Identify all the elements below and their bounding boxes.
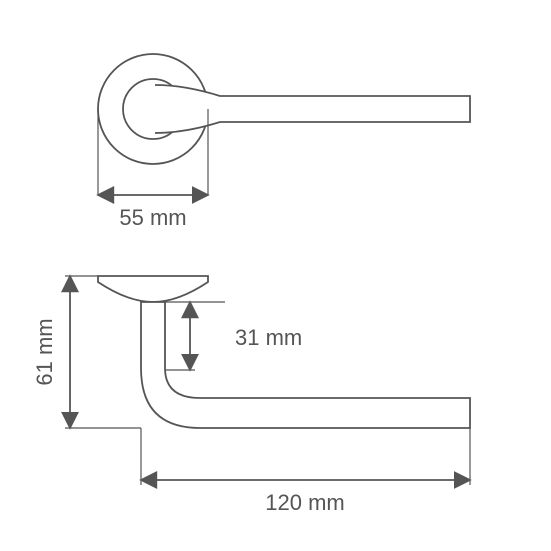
- dim-55mm-label: 55 mm: [119, 205, 186, 230]
- dim-61mm: 61 mm: [32, 276, 141, 428]
- rose-plate-side: [98, 276, 208, 302]
- dim-120mm-label: 120 mm: [265, 490, 344, 515]
- dim-120mm: 120 mm: [141, 428, 470, 515]
- lever-top-outline: [155, 85, 470, 133]
- dim-31mm-label: 31 mm: [235, 325, 302, 350]
- dim-61mm-label: 61 mm: [32, 318, 57, 385]
- side-view: 61 mm 31 mm 120 mm: [32, 276, 470, 515]
- top-view: 55 mm: [98, 54, 470, 230]
- dim-31mm: 31 mm: [165, 302, 302, 370]
- technical-drawing: 55 mm 61 mm 31 mm 120 mm: [0, 0, 551, 551]
